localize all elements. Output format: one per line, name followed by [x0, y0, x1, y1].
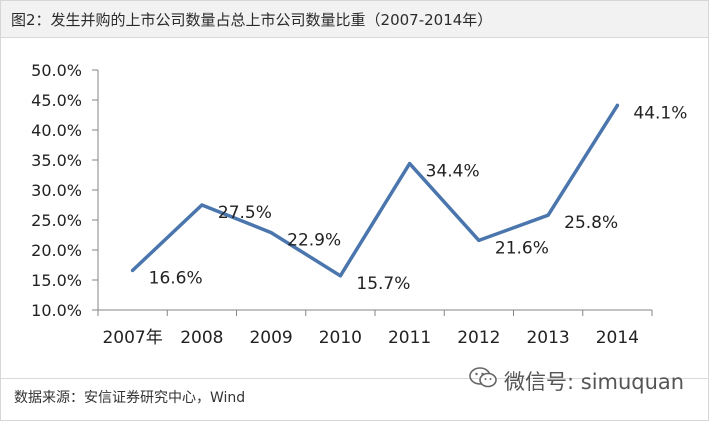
y-tick-label: 40.0%	[31, 121, 82, 140]
data-point	[131, 268, 135, 272]
data-label: 25.8%	[564, 213, 618, 233]
data-point	[269, 231, 273, 235]
watermark-text: 微信号: simuquan	[504, 369, 685, 394]
data-point	[408, 162, 412, 166]
data-point	[338, 274, 342, 278]
y-tick-label: 50.0%	[31, 61, 82, 80]
x-tick-label: 2010	[319, 328, 362, 348]
y-tick-label: 30.0%	[31, 181, 82, 200]
source-note: 数据来源：安信证券研究中心，Wind	[14, 390, 246, 406]
watermark: 微信号: simuquan	[468, 365, 684, 396]
data-point	[200, 203, 204, 207]
data-label: 15.7%	[356, 274, 410, 294]
footer-divider	[1, 378, 708, 379]
data-label: 44.1%	[633, 103, 687, 123]
y-tick-label: 20.0%	[31, 241, 82, 260]
data-point	[615, 103, 619, 107]
series	[130, 103, 620, 278]
y-tick-label: 35.0%	[31, 151, 82, 170]
chart-title: 图2：发生并购的上市公司数量占总上市公司数量比重（2007-2014年）	[11, 11, 493, 29]
data-label: 16.6%	[149, 268, 203, 288]
x-tick-label: 2009	[249, 328, 292, 348]
data-label: 34.4%	[426, 162, 480, 182]
data-point	[477, 238, 481, 242]
title-bar: 图2：发生并购的上市公司数量占总上市公司数量比重（2007-2014年）	[1, 1, 708, 38]
y-axis: 10.0% 15.0% 20.0% 25.0% 30.0% 35.0% 40.0% 45.0%…	[31, 61, 99, 320]
x-tick-label: 2007年	[102, 328, 162, 348]
x-axis: 2007年 2008 2009 2010 2011 2012 2013 2014	[97, 309, 653, 348]
x-tick-label: 2014	[596, 328, 639, 348]
series-line	[130, 103, 620, 278]
x-tick-label: 2008	[180, 328, 223, 348]
x-tick-label: 2011	[388, 328, 431, 348]
x-tick-label: 2013	[526, 328, 569, 348]
x-tick-label: 2012	[457, 328, 500, 348]
data-labels: 16.6% 27.5% 22.9% 15.7% 34.4% 21.6% 25.8% 44.1%	[149, 103, 688, 293]
data-label: 27.5%	[218, 203, 272, 223]
y-tick-label: 10.0%	[31, 301, 82, 320]
data-label: 22.9%	[287, 231, 341, 251]
wechat-icon	[468, 365, 498, 396]
data-label: 21.6%	[495, 238, 549, 258]
y-tick-label: 25.0%	[31, 211, 82, 230]
data-point	[546, 213, 550, 217]
y-tick-label: 45.0%	[31, 91, 82, 110]
y-tick-label: 15.0%	[31, 271, 82, 290]
